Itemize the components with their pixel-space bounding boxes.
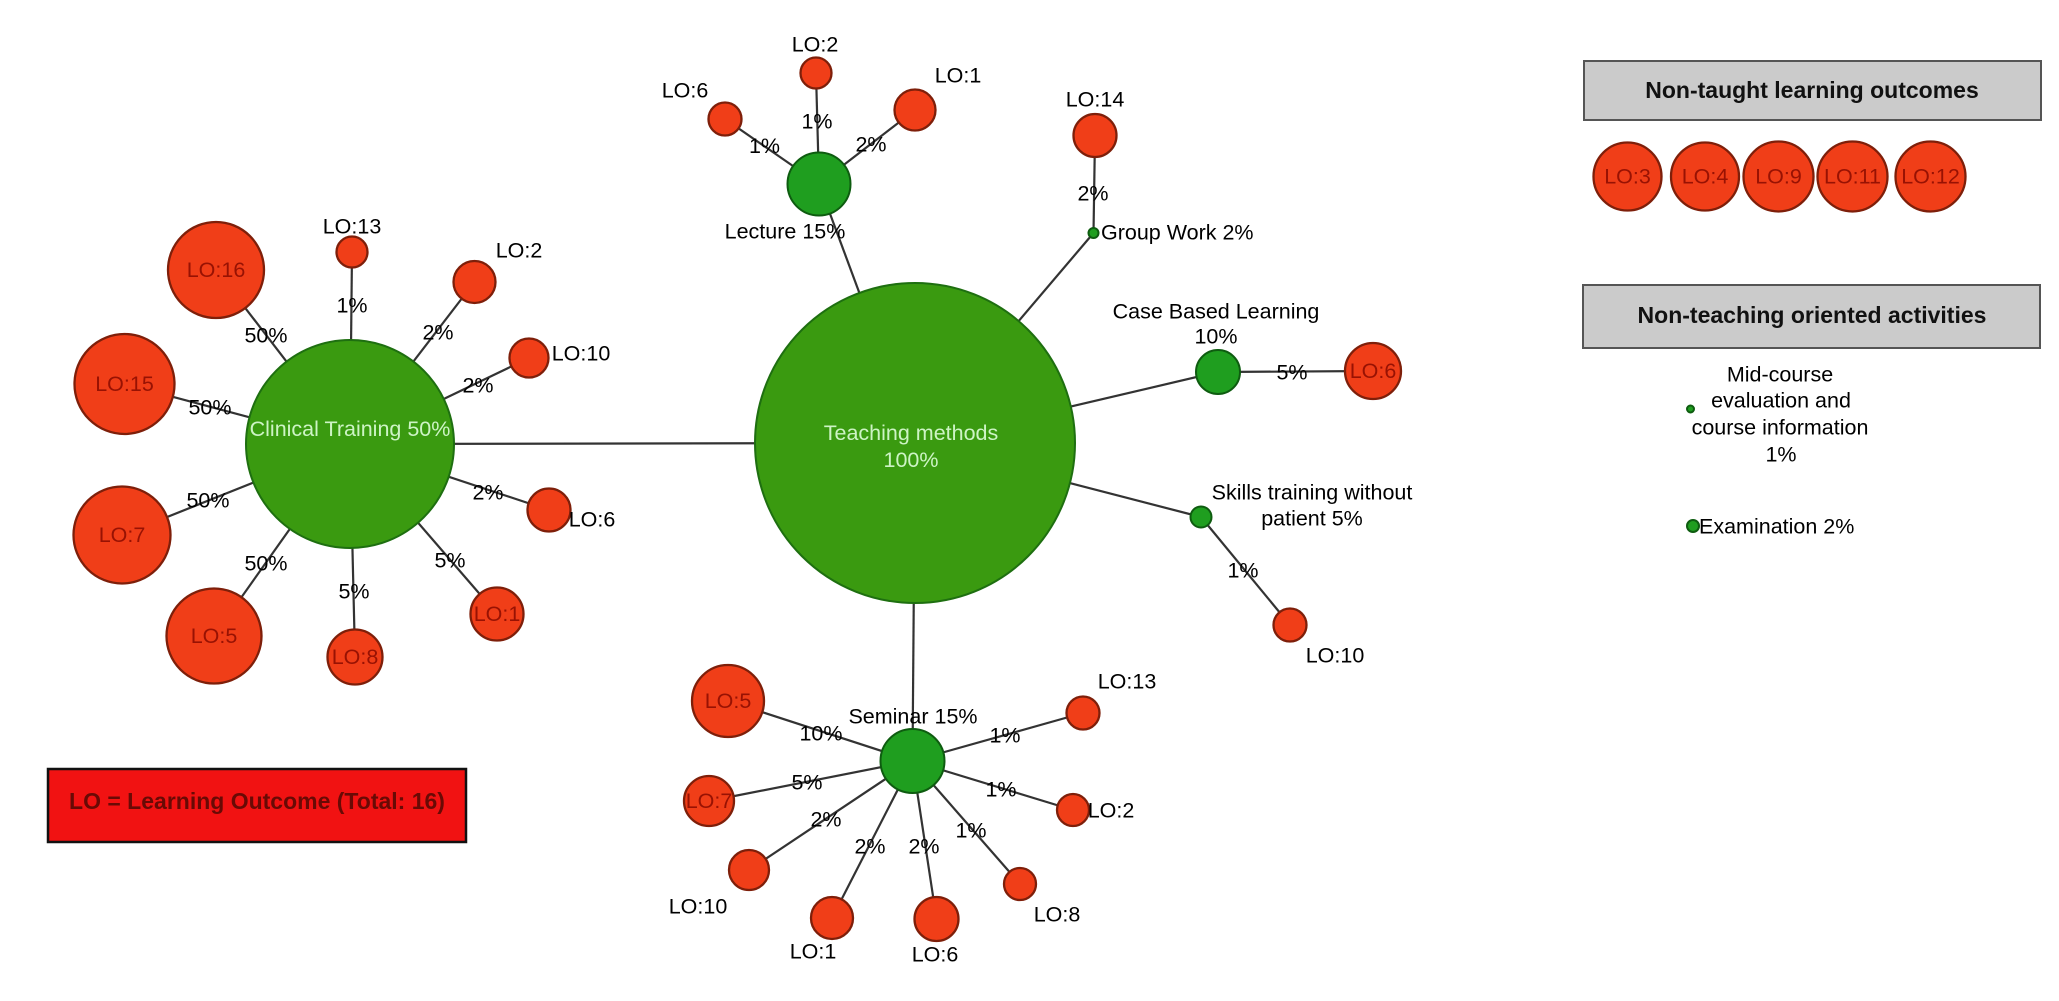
svg-text:2%: 2% bbox=[1077, 182, 1108, 206]
svg-text:1%: 1% bbox=[336, 294, 367, 318]
svg-text:evaluation and: evaluation and bbox=[1711, 389, 1851, 413]
svg-text:10%: 10% bbox=[799, 722, 842, 746]
svg-text:LO:13: LO:13 bbox=[1098, 670, 1157, 694]
svg-text:LO:1: LO:1 bbox=[790, 940, 837, 964]
svg-text:LO:2: LO:2 bbox=[496, 239, 543, 263]
svg-text:Case Based Learning: Case Based Learning bbox=[1113, 300, 1320, 324]
svg-text:LO:6: LO:6 bbox=[662, 79, 709, 103]
svg-text:LO:1: LO:1 bbox=[474, 602, 521, 626]
svg-text:Mid-course: Mid-course bbox=[1727, 363, 1833, 387]
svg-text:1%: 1% bbox=[985, 778, 1016, 802]
svg-text:50%: 50% bbox=[188, 396, 231, 420]
svg-text:LO:15: LO:15 bbox=[95, 372, 154, 396]
svg-text:1%: 1% bbox=[1227, 559, 1258, 583]
svg-text:LO:2: LO:2 bbox=[1088, 799, 1135, 823]
svg-text:LO:16: LO:16 bbox=[187, 258, 246, 282]
svg-text:LO:5: LO:5 bbox=[191, 624, 238, 648]
svg-text:2%: 2% bbox=[854, 835, 885, 859]
svg-text:LO:8: LO:8 bbox=[332, 645, 379, 669]
svg-text:5%: 5% bbox=[791, 771, 822, 795]
svg-text:LO:7: LO:7 bbox=[99, 523, 146, 547]
svg-text:1%: 1% bbox=[955, 819, 986, 843]
svg-text:LO:7: LO:7 bbox=[686, 789, 733, 813]
svg-text:Examination 2%: Examination 2% bbox=[1699, 515, 1854, 539]
svg-text:LO:11: LO:11 bbox=[1824, 165, 1881, 189]
svg-text:LO:14: LO:14 bbox=[1066, 88, 1125, 112]
svg-text:LO:4: LO:4 bbox=[1682, 165, 1729, 189]
svg-text:LO = Learning Outcome (Total:: LO = Learning Outcome (Total: 16) bbox=[69, 788, 445, 814]
svg-text:LO:6: LO:6 bbox=[569, 508, 616, 532]
svg-text:LO:12: LO:12 bbox=[1901, 165, 1960, 189]
svg-text:Seminar 15%: Seminar 15% bbox=[848, 705, 977, 729]
svg-text:LO:10: LO:10 bbox=[552, 342, 611, 366]
svg-text:Group Work 2%: Group Work 2% bbox=[1101, 221, 1254, 245]
svg-text:50%: 50% bbox=[244, 324, 287, 348]
svg-text:1%: 1% bbox=[749, 134, 780, 158]
svg-text:5%: 5% bbox=[434, 549, 465, 573]
svg-text:50%: 50% bbox=[244, 552, 287, 576]
svg-text:course information: course information bbox=[1692, 416, 1869, 440]
svg-text:1%: 1% bbox=[1765, 443, 1796, 467]
svg-text:LO:13: LO:13 bbox=[323, 215, 382, 239]
svg-text:Lecture 15%: Lecture 15% bbox=[725, 220, 846, 244]
svg-text:2%: 2% bbox=[855, 133, 886, 157]
svg-text:5%: 5% bbox=[1276, 361, 1307, 385]
svg-text:1%: 1% bbox=[989, 724, 1020, 748]
svg-text:LO:10: LO:10 bbox=[669, 895, 728, 919]
svg-text:LO:9: LO:9 bbox=[1755, 165, 1802, 189]
svg-text:LO:6: LO:6 bbox=[912, 943, 959, 967]
svg-text:100%: 100% bbox=[884, 448, 939, 472]
svg-text:LO:8: LO:8 bbox=[1034, 903, 1081, 927]
svg-text:2%: 2% bbox=[472, 481, 503, 505]
svg-text:Non-taught learning outcomes: Non-taught learning outcomes bbox=[1645, 77, 1979, 103]
svg-text:LO:3: LO:3 bbox=[1604, 165, 1651, 189]
svg-text:LO:2: LO:2 bbox=[792, 33, 839, 57]
svg-text:LO:6: LO:6 bbox=[1350, 359, 1397, 383]
svg-text:50%: 50% bbox=[186, 489, 229, 513]
svg-text:Skills training without: Skills training without bbox=[1212, 481, 1413, 505]
svg-text:patient 5%: patient 5% bbox=[1261, 507, 1363, 531]
svg-text:2%: 2% bbox=[810, 808, 841, 832]
svg-text:LO:1: LO:1 bbox=[935, 64, 982, 88]
svg-text:5%: 5% bbox=[338, 580, 369, 604]
svg-text:Non-teaching oriented activiti: Non-teaching oriented activities bbox=[1638, 302, 1987, 328]
svg-text:LO:5: LO:5 bbox=[705, 689, 752, 713]
svg-text:1%: 1% bbox=[801, 110, 832, 134]
svg-text:2%: 2% bbox=[462, 374, 493, 398]
svg-text:2%: 2% bbox=[422, 321, 453, 345]
svg-text:10%: 10% bbox=[1194, 325, 1237, 349]
svg-text:Teaching methods: Teaching methods bbox=[824, 421, 999, 445]
svg-text:2%: 2% bbox=[908, 835, 939, 859]
svg-text:Clinical Training 50%: Clinical Training 50% bbox=[250, 417, 451, 441]
svg-text:LO:10: LO:10 bbox=[1306, 644, 1365, 668]
